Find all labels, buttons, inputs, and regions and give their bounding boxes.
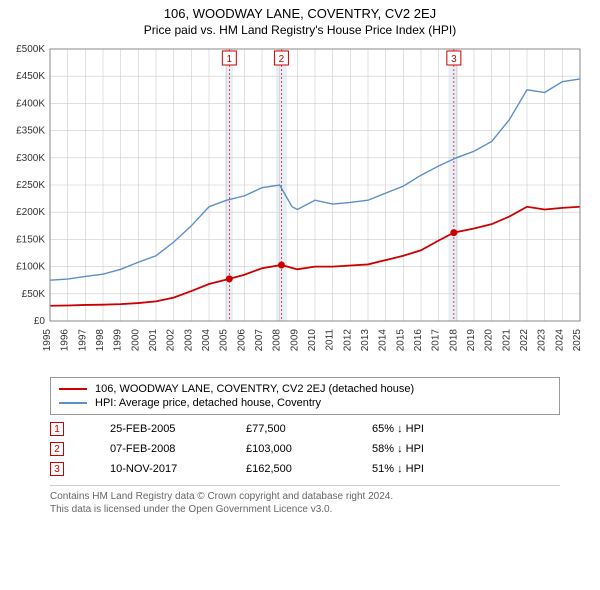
svg-text:£0: £0 [34, 316, 46, 327]
svg-text:1997: 1997 [77, 329, 88, 352]
event-badge: 1 [50, 422, 64, 436]
svg-text:2008: 2008 [272, 329, 283, 352]
event-row: 1 25-FEB-2005 £77,500 65% ↓ HPI [50, 419, 560, 439]
svg-text:2010: 2010 [307, 329, 318, 352]
legend-item: 106, WOODWAY LANE, COVENTRY, CV2 2EJ (de… [59, 382, 551, 396]
svg-text:2013: 2013 [360, 329, 371, 352]
svg-text:1: 1 [227, 54, 233, 65]
legend-label: 106, WOODWAY LANE, COVENTRY, CV2 2EJ (de… [95, 383, 414, 395]
svg-text:2002: 2002 [166, 329, 177, 352]
svg-text:1995: 1995 [42, 329, 53, 352]
svg-text:3: 3 [451, 54, 457, 65]
svg-text:£100K: £100K [16, 262, 45, 273]
page-title: 106, WOODWAY LANE, COVENTRY, CV2 2EJ [0, 0, 600, 21]
svg-text:£350K: £350K [16, 126, 45, 137]
svg-text:2011: 2011 [325, 329, 336, 351]
svg-text:£450K: £450K [16, 71, 45, 82]
svg-text:2014: 2014 [378, 329, 389, 352]
svg-text:2006: 2006 [236, 329, 247, 352]
event-row: 3 10-NOV-2017 £162,500 51% ↓ HPI [50, 459, 560, 479]
svg-text:£300K: £300K [16, 153, 45, 164]
svg-text:2015: 2015 [395, 329, 406, 352]
svg-text:2003: 2003 [183, 329, 194, 352]
event-row: 2 07-FEB-2008 £103,000 58% ↓ HPI [50, 439, 560, 459]
svg-text:2021: 2021 [501, 329, 512, 352]
event-date: 25-FEB-2005 [110, 423, 210, 435]
svg-text:£250K: £250K [16, 180, 45, 191]
svg-text:2024: 2024 [554, 329, 565, 352]
svg-text:2017: 2017 [431, 329, 442, 352]
svg-text:£400K: £400K [16, 98, 45, 109]
event-price: £103,000 [246, 443, 336, 455]
event-delta: 51% ↓ HPI [372, 463, 424, 475]
footer-line-2: This data is licensed under the Open Gov… [50, 503, 560, 516]
page-subtitle: Price paid vs. HM Land Registry's House … [0, 21, 600, 41]
legend: 106, WOODWAY LANE, COVENTRY, CV2 2EJ (de… [50, 377, 560, 415]
svg-text:£500K: £500K [16, 44, 45, 55]
event-badge: 2 [50, 442, 64, 456]
events-table: 1 25-FEB-2005 £77,500 65% ↓ HPI 2 07-FEB-2008… [50, 419, 560, 479]
svg-text:2022: 2022 [519, 329, 530, 352]
svg-text:2: 2 [279, 54, 285, 65]
svg-text:1999: 1999 [113, 329, 124, 352]
event-price: £77,500 [246, 423, 336, 435]
svg-text:2005: 2005 [219, 329, 230, 352]
svg-text:2019: 2019 [466, 329, 477, 352]
event-badge: 3 [50, 462, 64, 476]
line-chart: 1 2 3 £0 £50K £100K £150K £200K £250K £300K £350K £… [0, 41, 600, 371]
svg-text:2007: 2007 [254, 329, 265, 352]
svg-text:2016: 2016 [413, 329, 424, 352]
event-delta: 65% ↓ HPI [372, 423, 424, 435]
svg-text:2018: 2018 [448, 329, 459, 352]
svg-text:2020: 2020 [484, 329, 495, 352]
svg-text:2023: 2023 [537, 329, 548, 352]
svg-text:£50K: £50K [22, 289, 46, 300]
svg-text:1998: 1998 [95, 329, 106, 352]
svg-text:2009: 2009 [289, 329, 300, 352]
legend-label: HPI: Average price, detached house, Cove… [95, 397, 321, 409]
svg-text:1996: 1996 [60, 329, 71, 352]
footer-attribution: Contains HM Land Registry data © Crown c… [50, 485, 560, 516]
event-price: £162,500 [246, 463, 336, 475]
svg-text:2000: 2000 [130, 329, 141, 352]
legend-swatch [59, 402, 87, 404]
svg-text:2001: 2001 [148, 329, 159, 352]
svg-text:2004: 2004 [201, 329, 212, 352]
event-delta: 58% ↓ HPI [372, 443, 424, 455]
footer-line-1: Contains HM Land Registry data © Crown c… [50, 490, 560, 503]
svg-text:£200K: £200K [16, 207, 45, 218]
event-date: 07-FEB-2008 [110, 443, 210, 455]
event-date: 10-NOV-2017 [110, 463, 210, 475]
chart-area: 1 2 3 £0 £50K £100K £150K £200K £250K £300K £350K £… [0, 41, 600, 371]
svg-text:£150K: £150K [16, 234, 45, 245]
svg-text:2025: 2025 [572, 329, 583, 352]
legend-item: HPI: Average price, detached house, Cove… [59, 396, 551, 410]
svg-text:2012: 2012 [342, 329, 353, 352]
legend-swatch [59, 388, 87, 390]
